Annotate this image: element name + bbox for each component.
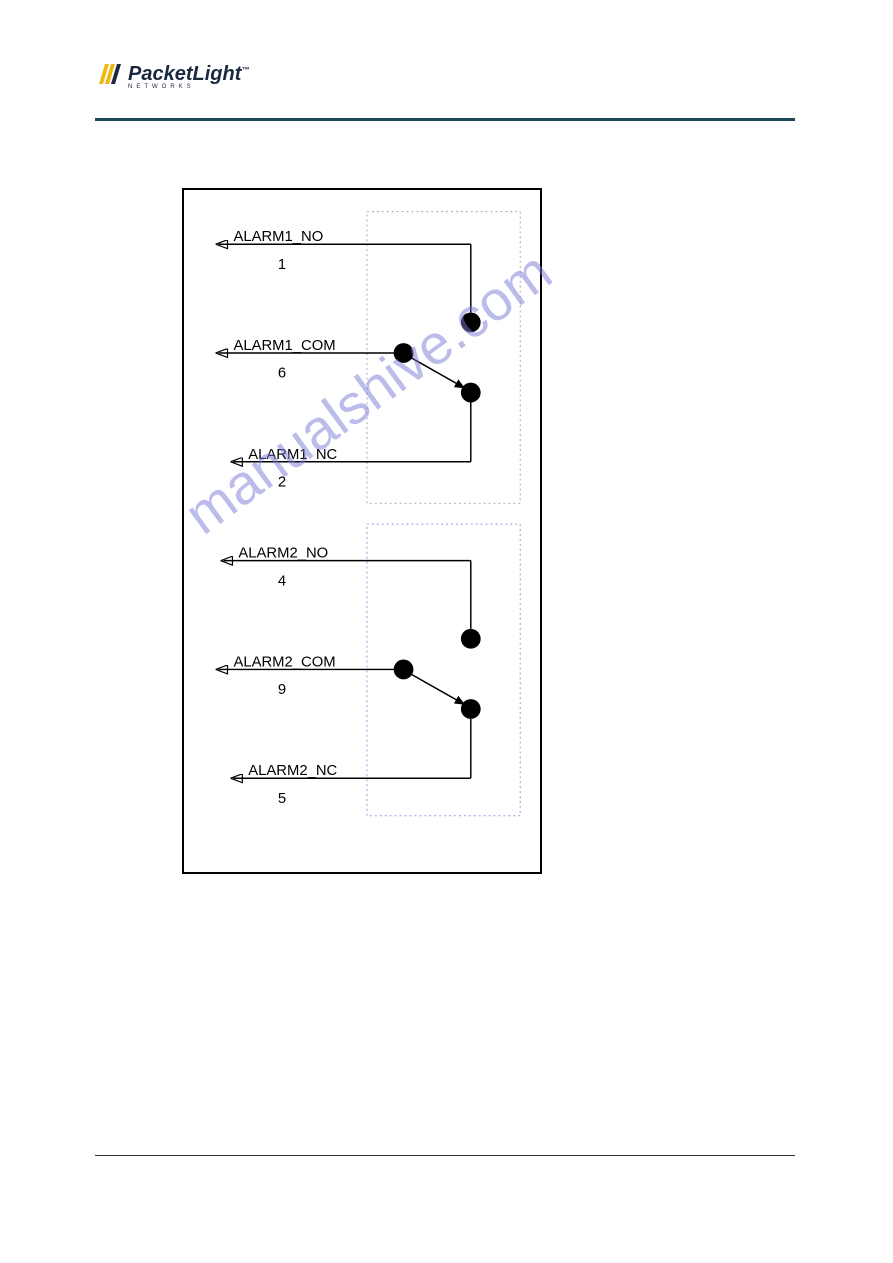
alarm2-no-contact — [461, 629, 481, 649]
alarm2-no-label: ALARM2_NO — [238, 546, 328, 562]
alarm1-no-pin: 1 — [278, 257, 286, 273]
alarm2-com-pin: 9 — [278, 682, 286, 698]
alarm2-nc-contact — [461, 699, 481, 719]
company-name: PacketLight™ — [128, 63, 249, 86]
alarm2-com-label: ALARM2_COM — [233, 654, 335, 670]
footer-divider — [95, 1155, 795, 1156]
alarm2-nc-pin: 5 — [278, 791, 286, 807]
alarm1-no-contact — [461, 312, 481, 332]
alarm2-no-pin: 4 — [278, 573, 286, 589]
alarm1-no-label: ALARM1_NO — [233, 229, 323, 245]
alarm1-dashed-box — [367, 212, 520, 504]
alarm1-nc-pin: 2 — [278, 474, 286, 490]
packetlight-logo-icon — [95, 60, 123, 88]
alarm1-com-contact — [394, 343, 414, 363]
alarm1-nc-label: ALARM1_NC — [248, 447, 337, 463]
alarm1-swing-arm — [411, 358, 463, 388]
relay-svg: ALARM1_NO 1 ALARM1_COM 6 ALARM1_NC 2 ALA… — [184, 190, 540, 872]
alarm2-nc-label: ALARM2_NC — [248, 763, 337, 779]
alarm2-com-contact — [394, 660, 414, 680]
header-divider — [95, 118, 795, 121]
alarm1-com-pin: 6 — [278, 366, 286, 382]
alarm2-swing-arm — [411, 674, 463, 704]
trademark-symbol: ™ — [241, 65, 249, 74]
page-header: PacketLight™ NETWORKS — [95, 60, 795, 90]
alarm1-com-label: ALARM1_COM — [233, 338, 335, 354]
alarm-relay-diagram: ALARM1_NO 1 ALARM1_COM 6 ALARM1_NC 2 ALA… — [182, 188, 542, 874]
alarm1-nc-contact — [461, 383, 481, 403]
